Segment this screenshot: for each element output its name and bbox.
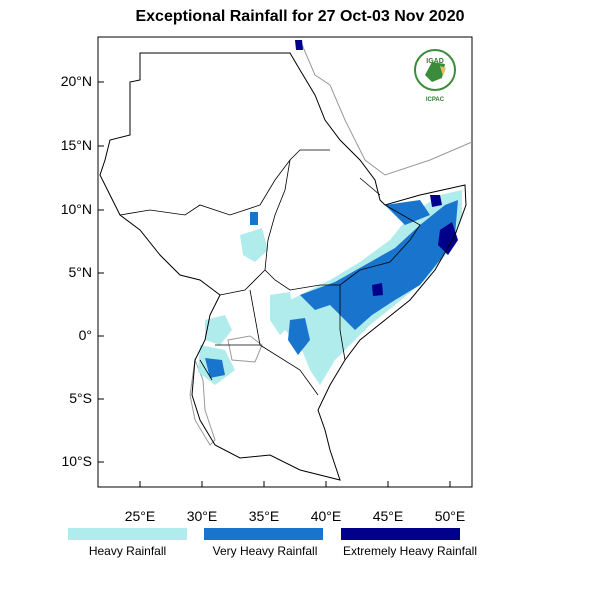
- lake-victoria: [227, 335, 263, 363]
- lon-tick-label: 30°E: [186, 508, 218, 524]
- igad-icpac-logo: IGAD ICPAC: [414, 49, 456, 103]
- lat-tick-label: 10°N: [60, 201, 92, 217]
- border-kenya-tanzania: [259, 344, 319, 396]
- legend-swatch-extremely-heavy: [341, 528, 460, 540]
- extremely-heavy-rainfall-areas: [295, 40, 458, 296]
- border-eritrea-ethiopia: [359, 177, 381, 196]
- extreme-rain-north: [430, 195, 442, 207]
- extreme-rain-somalia-coast: [438, 222, 458, 255]
- legend-label-extremely-heavy: Extremely Heavy Rainfall: [342, 544, 478, 558]
- lon-tick-label: 50°E: [434, 508, 466, 524]
- lake-tanganyika: [189, 358, 216, 446]
- border-rwanda-burundi: [199, 359, 213, 381]
- border-uganda-kenya: [249, 289, 261, 346]
- extreme-rain-egypt-border: [295, 40, 303, 50]
- very-heavy-rain-kenya: [288, 318, 310, 355]
- lat-tick-label: 20°N: [60, 73, 92, 89]
- legend-swatch-very-heavy: [204, 528, 323, 540]
- heavy-rain-kenya-west: [270, 292, 295, 335]
- very-heavy-rain-north-somalia: [385, 200, 430, 225]
- lon-tick-label: 45°E: [372, 508, 404, 524]
- lat-tick-label: 15°N: [60, 137, 92, 153]
- svg-text:IGAD: IGAD: [426, 58, 444, 65]
- lat-tick-label: 5°S: [69, 390, 92, 406]
- heavy-rain-uganda: [205, 315, 232, 345]
- axis-ticks: [98, 81, 451, 487]
- border-kenya-somalia: [339, 285, 346, 361]
- lat-tick-label: 5°N: [68, 264, 93, 280]
- lat-tick-label: 10°S: [61, 453, 92, 469]
- lat-tick-label: 0°: [78, 327, 92, 343]
- very-heavy-rain-south-sudan: [250, 212, 258, 225]
- lon-tick-label: 25°E: [124, 508, 156, 524]
- border-south-sudan-uganda: [219, 269, 266, 296]
- border-sudan-south-sudan: [119, 149, 330, 216]
- extreme-rain-central: [372, 283, 383, 296]
- legend-label-very-heavy: Very Heavy Rainfall: [212, 544, 318, 558]
- legend-swatch-heavy: [68, 528, 187, 540]
- very-heavy-rain-lake-region: [205, 358, 225, 378]
- country-borders: [119, 149, 421, 396]
- legend-label-heavy: Heavy Rainfall: [88, 544, 167, 558]
- red-sea-arabia-coast: [299, 39, 473, 176]
- lon-tick-label: 35°E: [248, 508, 280, 524]
- lon-tick-label: 40°E: [310, 508, 342, 524]
- svg-text:ICPAC: ICPAC: [426, 97, 445, 103]
- map-title: Exceptional Rainfall for 27 Oct-03 Nov 2…: [135, 8, 465, 25]
- heavy-rain-south-sudan: [240, 228, 268, 262]
- border-ethiopia: [264, 159, 421, 291]
